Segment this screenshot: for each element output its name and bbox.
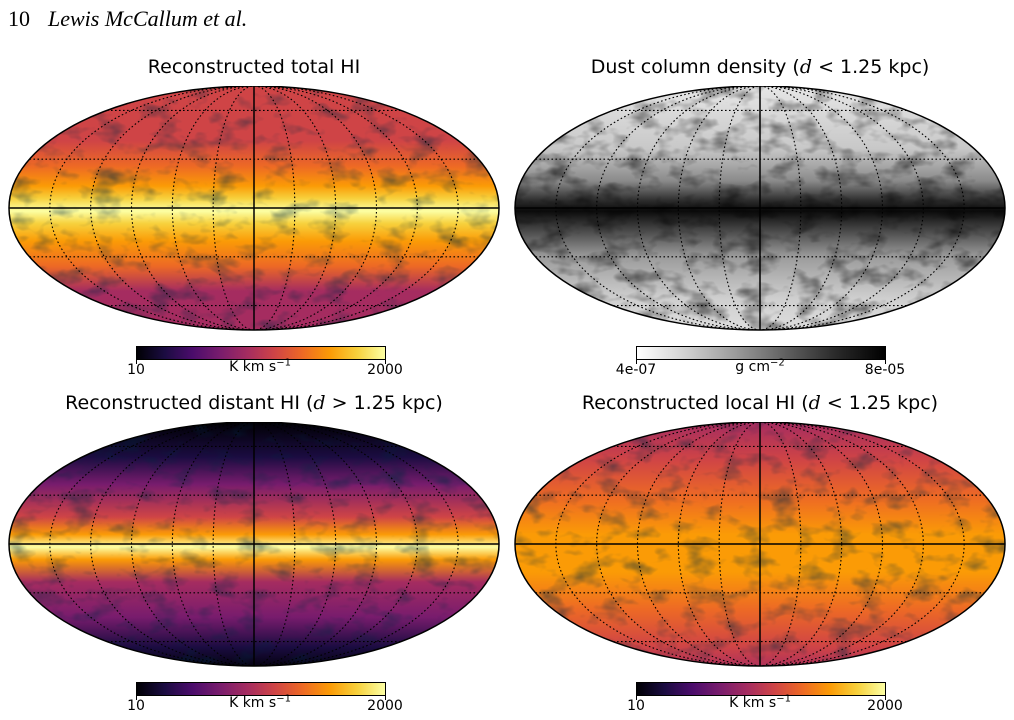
mollweide-map [514, 86, 1006, 331]
panel-title-var: d [808, 392, 821, 414]
map-axes [515, 86, 1005, 330]
unit-exponent: −2 [769, 357, 785, 369]
colorbar-min-label: 10 [127, 698, 145, 714]
panel-title: Dust column density (d < 1.25 kpc) [514, 56, 1006, 78]
colorbar [636, 682, 886, 696]
panel-title-suffix: < 1.25 kpc) [812, 56, 930, 78]
panel-title-text: Dust column density ( [590, 56, 800, 78]
panel-title: Reconstructed local HI (d < 1.25 kpc) [514, 392, 1006, 414]
map-outline [8, 422, 500, 667]
mollweide-map [8, 422, 500, 667]
map-outline [514, 86, 1006, 331]
author-line: Lewis McCallum et al. [48, 6, 248, 31]
map-axes [515, 422, 1005, 666]
colorbar [636, 346, 886, 360]
unit-text: K km s [729, 695, 777, 711]
mollweide-map [8, 86, 500, 331]
unit-exponent: −1 [776, 693, 791, 705]
unit-text: g cm [735, 359, 770, 375]
colorbar-max-label: 2000 [367, 362, 403, 378]
colorbar-max-label: 2000 [367, 698, 403, 714]
colorbar-min-label: 10 [127, 362, 145, 378]
map-outline [8, 86, 500, 331]
map-axes [9, 422, 499, 666]
panel-local-hi: Reconstructed local HI (d < 1.25 kpc) 10… [514, 392, 1006, 714]
panel-title-text: Reconstructed local HI ( [581, 392, 809, 414]
panel-title: Reconstructed distant HI (d > 1.25 kpc) [8, 392, 500, 414]
panel-dust-column-density: Dust column density (d < 1.25 kpc) 4e-07… [514, 56, 1006, 378]
colorbar-unit-label: K km s−1 [729, 693, 791, 711]
colorbar-unit-label: K km s−1 [229, 693, 291, 711]
map-outline [514, 422, 1006, 667]
panel-distant-hi: Reconstructed distant HI (d > 1.25 kpc) … [8, 392, 500, 714]
panel-title-suffix: < 1.25 kpc) [820, 392, 939, 414]
panel-title-var: d [799, 56, 813, 78]
panel-title-text: Reconstructed total HI [147, 56, 361, 78]
colorbar-max-label: 2000 [867, 698, 903, 714]
running-header: 10 Lewis McCallum et al. [8, 6, 247, 32]
colorbar-unit-label: g cm−2 [735, 357, 785, 375]
unit-exponent: −1 [276, 693, 291, 705]
unit-exponent: −1 [276, 357, 291, 369]
colorbar-max-label: 8e-05 [864, 362, 906, 378]
colorbar [136, 346, 386, 360]
panel-title-var: d [313, 392, 326, 414]
panel-title-suffix: > 1.25 kpc) [325, 392, 443, 414]
colorbar-unit-label: K km s−1 [229, 357, 291, 375]
mollweide-map [514, 422, 1006, 667]
panel-title: Reconstructed total HI [8, 56, 500, 78]
page-number: 10 [8, 6, 30, 31]
colorbar [136, 682, 386, 696]
unit-text: K km s [229, 695, 277, 711]
unit-text: K km s [229, 359, 277, 375]
panel-title-text: Reconstructed distant HI ( [65, 392, 314, 414]
map-axes [9, 86, 499, 330]
panel-total-hi: Reconstructed total HI 10 K km s−1 2000 [8, 56, 500, 378]
colorbar-min-label: 10 [627, 698, 645, 714]
colorbar-min-label: 4e-07 [615, 362, 657, 378]
